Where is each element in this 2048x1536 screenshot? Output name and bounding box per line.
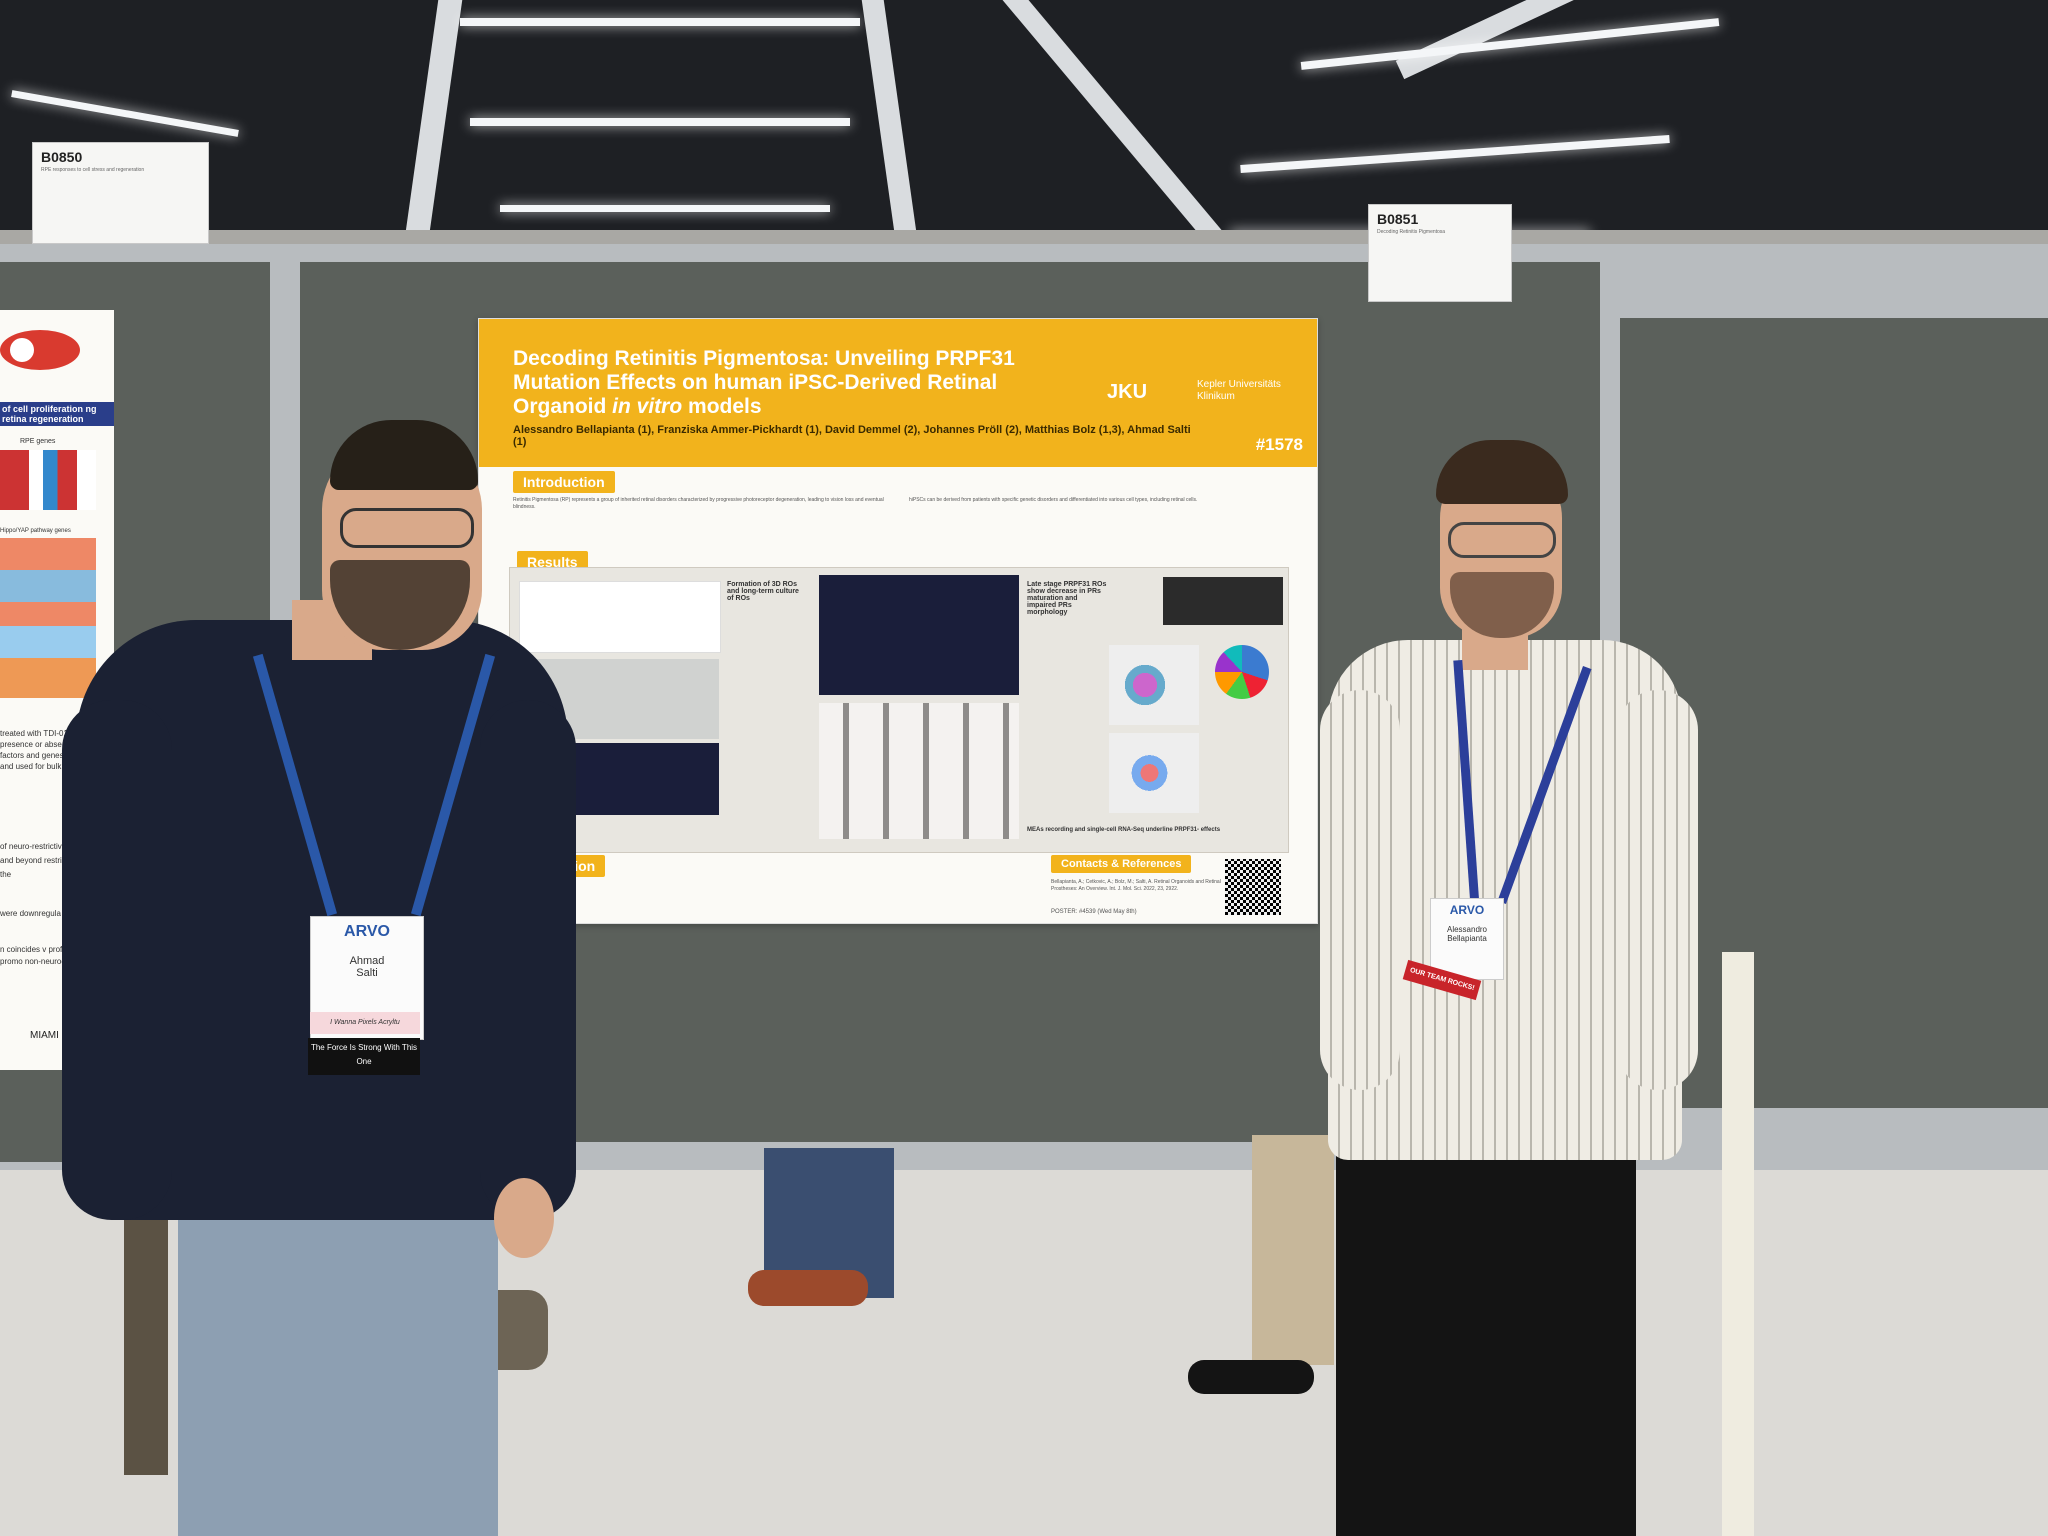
title-part-italic: in vitro [612,395,683,418]
poster-title-line: Organoid in vitro models [513,395,1073,419]
person-right-hair [1436,440,1568,504]
mea-trace [1163,577,1283,625]
title-part: Organoid [513,395,613,418]
person-left-arm [480,700,576,1220]
background-person-shoe [748,1270,868,1306]
results-heading-1: Formation of 3D ROs and long-term cultur… [727,581,799,602]
person-right-arm [1320,690,1400,1090]
badge-brand: ARVO [1449,903,1485,917]
poster-title-line: Mutation Effects on human iPSC-Derived R… [513,371,998,394]
badge-surname: Salti [356,967,378,979]
left-poster-heading: of cell proliferation ng retina regenera… [0,402,114,426]
ceiling-light [460,18,860,26]
ribbon-pink: I Wanna Pixels Acryltu [310,1012,420,1034]
poster-header [479,319,1317,467]
title-part: models [682,395,762,418]
badge-brand: ARVO [344,923,390,940]
glasses-icon [1448,522,1556,558]
board-sign-left: B0850 RPE responses to cell stress and r… [32,142,209,244]
left-poster-logo: MIAMI [30,1030,59,1041]
ceiling-light [500,205,830,212]
left-poster-text: of neuro-restrictive ay 5 RPE and beyond… [0,842,105,879]
person-left-hand [494,1178,554,1258]
pie-chart [1215,645,1269,699]
section-introduction: Introduction [513,471,615,493]
poster-tube [1722,952,1754,1536]
person-left-arm [62,700,172,1220]
heatmap [0,538,96,698]
bar-charts [819,703,1019,839]
background-person-shoe [1188,1360,1314,1394]
left-poster-text: treated with TDI-011536. E4 presence or … [0,729,109,771]
umap-plot [1109,733,1199,813]
qr-code-icon [1225,859,1281,915]
person-right-badge: ARVO Alessandro Bellapianta [1430,898,1504,980]
glasses-icon [340,508,474,548]
left-poster-label: Hippo/YAP pathway genes [0,528,71,534]
left-poster-text: n coincides v profile. athway promo non-… [0,945,101,966]
badge-name: Ahmad [349,955,385,967]
left-poster-text: were downregula [0,909,61,918]
heatmap [0,450,96,510]
chair [124,1175,168,1475]
results-heading-2: Late stage PRPF31 ROs show decrease in P… [1027,581,1107,616]
kepler-logo: Kepler Universitäts Klinikum [1197,379,1281,402]
background-person-legs-right [1252,1135,1334,1365]
poster-title: Decoding Retinitis Pigmentosa: Unveiling… [513,347,1073,419]
poster-ref: POSTER: #4539 (Wed May 8th) [1051,909,1137,915]
poster: Decoding Retinitis Pigmentosa: Unveiling… [478,318,1318,924]
ribbon-black: The Force Is Strong With This One [308,1038,420,1075]
poster-number: #1578 [1255,435,1303,454]
left-poster-label: RPE genes [20,438,56,445]
board-sign-right: B0851 Decoding Retinitis Pigmentosa [1368,204,1512,302]
eye-pupil-icon [10,338,34,362]
board-sub: Decoding Retinitis Pigmentosa [1377,229,1446,235]
board-sub: RPE responses to cell stress and regener… [41,167,145,173]
poster-title-line: Decoding Retinitis Pigmentosa: Unveiling… [513,347,1015,370]
section-contacts: Contacts & References [1051,855,1192,873]
board-code: B0850 [41,149,83,165]
umap-plot [1109,645,1199,725]
jku-logo: JKU [1107,381,1148,403]
poster-authors: Alessandro Bellapianta (1), Franziska Am… [513,424,1191,448]
fluorescence-grid [819,575,1019,695]
person-right-arm [1618,690,1698,1090]
person-left-hair [330,420,478,490]
board-code: B0851 [1377,211,1419,227]
results-heading-3: MEAs recording and single-cell RNA-Seq u… [1027,827,1221,833]
badge-name: Alessandro [1446,925,1488,934]
reference-text: Bellapianta, A.; Cetkovic, A.; Bolz, M.;… [1051,879,1221,892]
ceiling-light [470,118,850,126]
badge-surname: Bellapianta [1447,934,1487,943]
intro-text-2: hiPSCs can be derived from patients with… [909,497,1198,503]
timeline-figure [519,581,721,653]
intro-text: Retinitis Pigmentosa (RP) represents a g… [513,497,884,510]
